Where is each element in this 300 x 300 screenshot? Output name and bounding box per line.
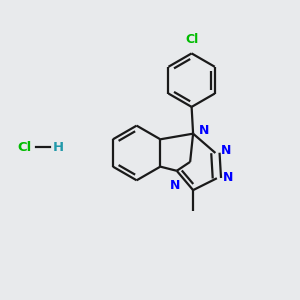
Text: N: N	[198, 124, 209, 137]
Text: N: N	[170, 179, 181, 192]
Text: Cl: Cl	[18, 140, 32, 154]
Text: H: H	[53, 140, 64, 154]
Text: N: N	[221, 144, 232, 157]
Text: N: N	[223, 171, 233, 184]
Text: Cl: Cl	[185, 33, 198, 46]
